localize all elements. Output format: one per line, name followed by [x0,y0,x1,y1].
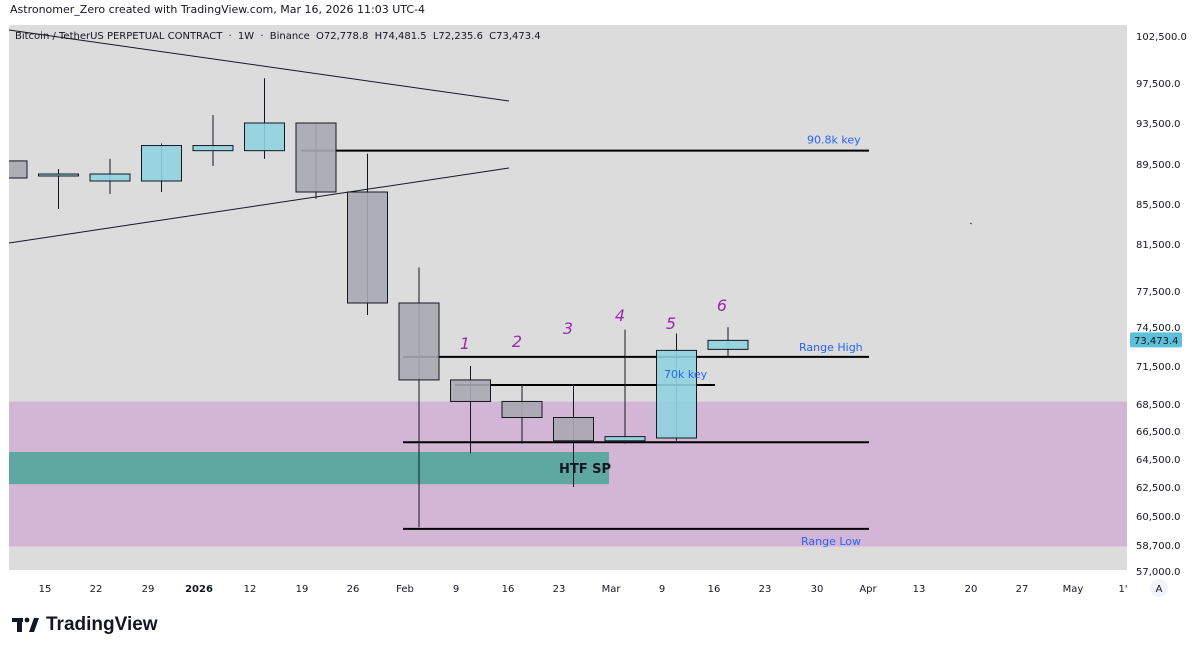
time-tick-label: Mar [602,584,622,595]
time-tick-label: May [1063,584,1084,595]
symbol-interval: 1W [237,31,255,42]
auto-scale-button[interactable] [1150,579,1168,597]
count-label: 3 [563,319,573,338]
htf-sp-zone[interactable] [9,452,609,485]
chart-frame[interactable]: HTF SP 90.8k key Range High 70k key Range Lo… [9,25,1192,600]
candlestick-chart[interactable]: HTF SP 90.8k key Range High 70k key Range Lo… [9,25,1192,600]
price-tick-label: 62,500.0 [1136,483,1181,494]
count-label: 5 [666,314,676,333]
key-label: Range High [799,341,863,354]
price-tick-label: 68,500.0 [1136,400,1181,411]
time-tick-label: Feb [396,584,414,595]
candle-body[interactable] [9,160,28,179]
candle-body[interactable] [707,339,749,350]
ohlc-open: O72,778.8 [316,31,369,42]
price-tick-label: 58,700.0 [1136,541,1181,552]
symbol-legend[interactable]: Bitcoin / TetherUS PERPETUAL CONTRACT · … [15,31,541,42]
price-tick-label: 102,500.0 [1136,32,1187,43]
ohlc-close: C73,473.4 [489,31,541,42]
symbol-exchange: Binance [269,31,310,42]
time-tick-label: 13 [913,584,926,595]
key-label: 70k key [664,368,708,381]
time-tick-label: 16 [502,584,515,595]
price-tick-label: 57,000.0 [1136,567,1181,578]
price-tick-label: 89,500.0 [1136,160,1181,171]
time-tick-label: 20 [965,584,978,595]
price-tick-label: 97,500.0 [1136,79,1181,90]
price-tick-label: 74,500.0 [1136,323,1181,334]
auto-scale-label: A [1156,584,1163,595]
candle-body[interactable] [38,173,79,177]
price-tick-label: 81,500.0 [1136,240,1181,251]
price-tick-label: 77,500.0 [1136,287,1181,298]
time-tick-label: 15 [39,584,52,595]
current-price-label: 73,473.4 [1134,336,1179,347]
price-tick-label: 66,500.0 [1136,427,1181,438]
candle-body[interactable] [141,145,182,182]
tradingview-logo-icon [12,617,39,632]
time-tick-label: 16 [708,584,721,595]
time-tick-label: 23 [553,584,566,595]
lower-trendline[interactable] [9,167,510,244]
price-tick-label: 85,500.0 [1136,200,1181,211]
time-tick-label: 23 [759,584,772,595]
candle-body[interactable] [347,191,388,304]
candle-body[interactable] [295,122,337,193]
count-label: 4 [615,306,625,325]
candle-body[interactable] [501,400,543,419]
price-tick-label: 93,500.0 [1136,119,1181,130]
time-tick-label: Apr [859,584,877,595]
candle-body[interactable] [553,417,594,442]
candle-body[interactable] [604,436,646,442]
marker-dot [969,222,973,225]
current-price-tag[interactable] [1130,332,1182,348]
htf-sp-label: HTF SP [559,462,611,477]
time-tick-label: 1' [1118,584,1127,595]
time-tick-label: 9 [453,584,459,595]
time-tick-label: 29 [142,584,155,595]
ohlc-low: L72,235.6 [432,31,483,42]
upper-trendline[interactable] [9,29,510,102]
count-label: 1 [460,334,470,353]
time-tick-label: 27 [1016,584,1029,595]
candle-body[interactable] [244,122,285,152]
chart-caption: Astronomer_Zero created with TradingView… [10,3,425,16]
time-tick-label: 30 [811,584,824,595]
time-tick-label: 9 [659,584,665,595]
count-label: 6 [717,296,727,315]
price-tick-label: 71,500.0 [1136,362,1181,373]
price-tick-label: 64,500.0 [1136,455,1181,466]
candle-body[interactable] [656,349,697,439]
tradingview-brand[interactable]: TradingView [12,614,158,636]
time-tick-label: 26 [347,584,360,595]
key-label: 90.8k key [807,134,861,147]
key-label: Range Low [801,535,861,548]
time-tick-label: 19 [296,584,309,595]
count-label: 2 [512,332,522,351]
price-tick-label: 60,500.0 [1136,512,1181,523]
time-tick-label: 12 [244,584,257,595]
ohlc-high: H74,481.5 [374,31,427,42]
candle-body[interactable] [398,302,440,381]
candle-body[interactable] [192,145,234,152]
candle-body[interactable] [450,379,491,402]
time-tick-label: 2026 [185,584,213,595]
candle-body[interactable] [89,173,131,182]
time-tick-label: 22 [90,584,103,595]
brand-name: TradingView [46,614,158,635]
symbol-name: Bitcoin / TetherUS PERPETUAL CONTRACT [15,31,223,42]
